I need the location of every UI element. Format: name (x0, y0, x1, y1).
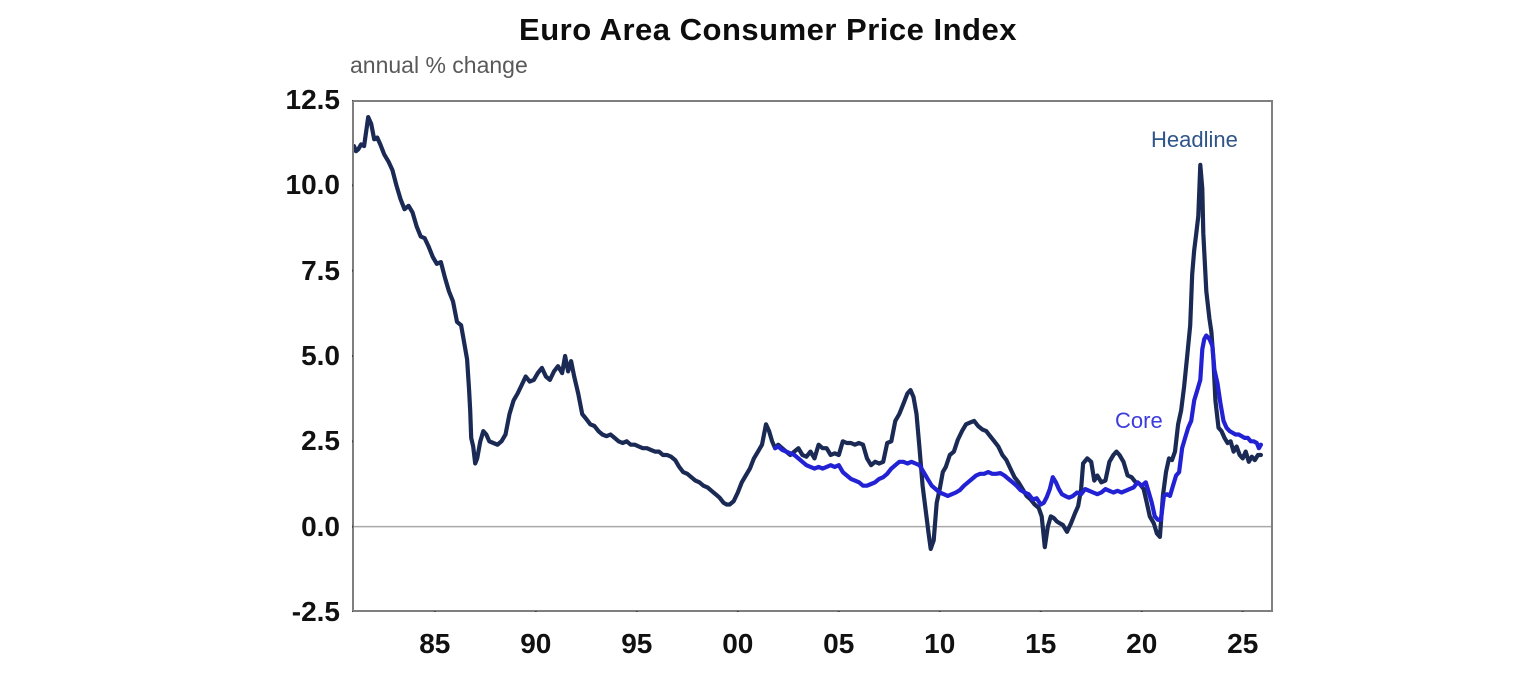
x-tick-label: 20 (1126, 628, 1158, 659)
chart-subtitle: annual % change (350, 52, 528, 78)
core-series-label: Core (1115, 408, 1163, 433)
y-tick-label: 2.5 (301, 425, 340, 457)
y-tick-label: 0.0 (301, 510, 340, 542)
headline-series-label: Headline (1151, 127, 1238, 152)
y-tick-label: -2.5 (291, 596, 340, 627)
x-tick-label: 85 (419, 628, 451, 659)
x-tick-label: 90 (520, 628, 552, 659)
x-tick-label: 95 (621, 628, 653, 659)
x-tick-label: 25 (1227, 628, 1259, 659)
x-tick-label: 00 (722, 628, 754, 659)
plot-svg (352, 100, 1273, 612)
y-tick-label: 10.0 (285, 169, 341, 201)
y-tick-label: 5.0 (301, 340, 340, 371)
series-line-core (773, 333, 1264, 522)
x-tick-label: 10 (924, 628, 956, 659)
chart-title: Euro Area Consumer Price Index (519, 12, 1017, 47)
x-tick-label: 05 (823, 628, 855, 659)
plot-border (352, 100, 1273, 612)
series-line-headline (352, 115, 1264, 551)
y-tick-label: 7.5 (301, 254, 340, 286)
plot-area (352, 100, 1273, 612)
y-tick-label: 12.5 (285, 84, 341, 115)
x-tick-label: 15 (1025, 628, 1057, 659)
